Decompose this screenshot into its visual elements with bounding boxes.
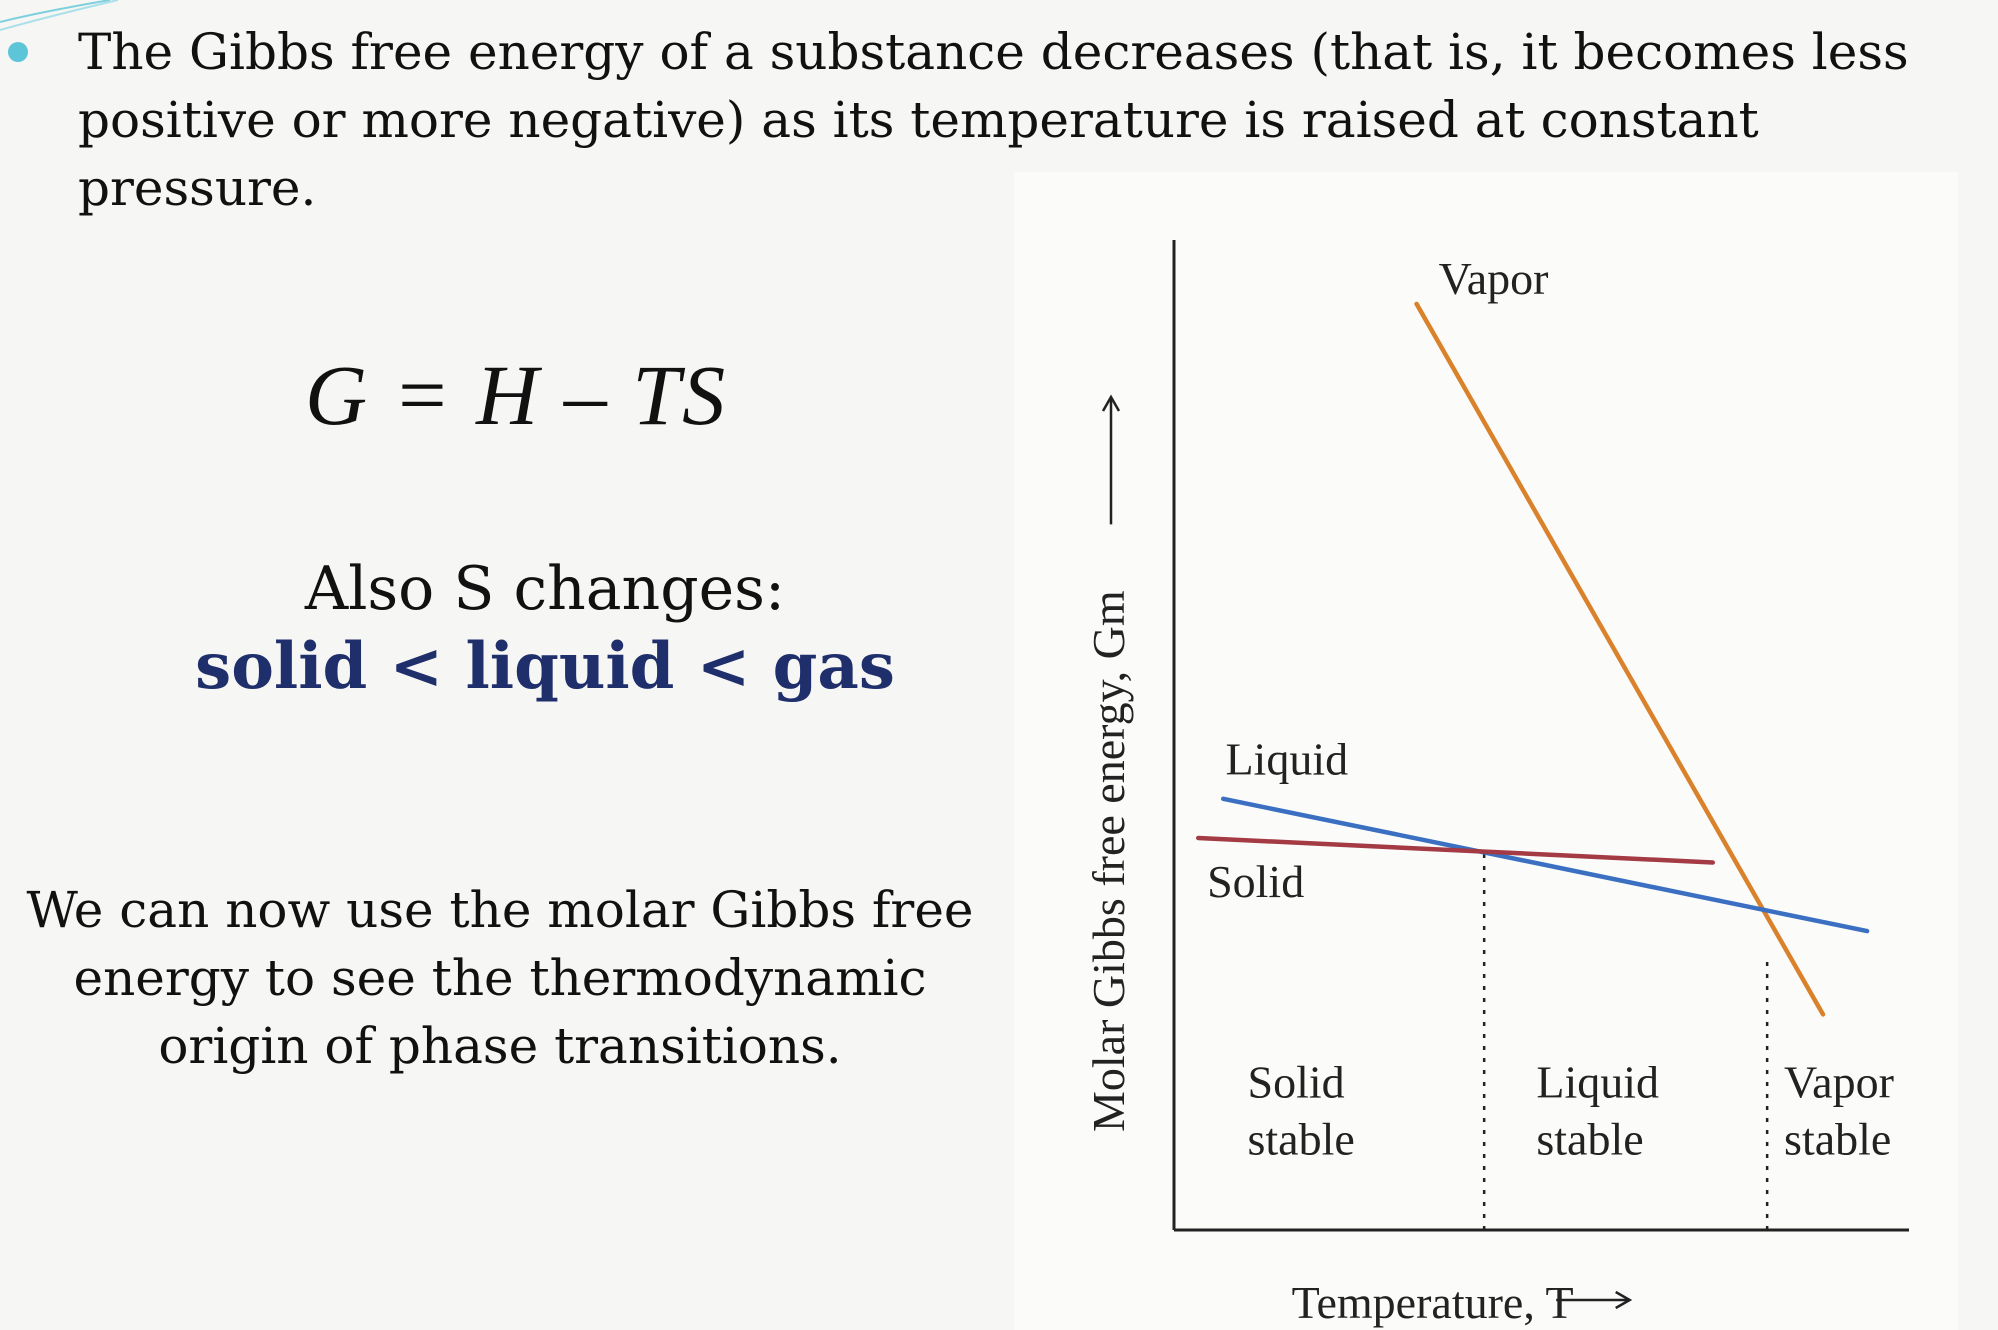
gibbs-diagram-panel: Vapor Liquid Solid Solid stable Liquid stable V… bbox=[1014, 172, 1958, 1330]
series-label-solid: Solid bbox=[1207, 856, 1304, 907]
molar-gibbs-text: We can now use the molar Gibbs free ener… bbox=[26, 881, 974, 1075]
entropy-order: solid < liquid < gas bbox=[195, 629, 895, 704]
series-line-vapor bbox=[1414, 301, 1826, 1017]
region-label-liquid-line1: Liquid bbox=[1536, 1057, 1659, 1108]
x-axis-arrow-icon bbox=[1615, 1290, 1633, 1310]
bullet-text: The Gibbs free energy of a substance dec… bbox=[78, 23, 1909, 217]
corner-swoosh-decoration bbox=[0, 0, 119, 31]
series-line-solid bbox=[1196, 835, 1716, 865]
entropy-title: Also S changes: bbox=[304, 554, 786, 624]
region-label-vapor-line1: Vapor bbox=[1784, 1057, 1894, 1108]
y-axis-arrow-icon bbox=[1101, 394, 1121, 412]
y-axis-label: Molar Gibbs free energy, Gm bbox=[1083, 590, 1134, 1132]
region-label-solid-line2: stable bbox=[1248, 1114, 1355, 1165]
gibbs-diagram: Vapor Liquid Solid Solid stable Liquid stable V… bbox=[1083, 240, 1909, 1328]
entropy-block: Also S changes: solid < liquid < gas bbox=[0, 552, 1090, 708]
region-label-liquid-line2: stable bbox=[1536, 1114, 1643, 1165]
region-label-vapor-line2: stable bbox=[1784, 1114, 1891, 1165]
bullet-icon bbox=[8, 42, 28, 62]
gibbs-equation: G = H – TS bbox=[305, 347, 728, 443]
series-label-vapor: Vapor bbox=[1439, 253, 1549, 304]
series-label-liquid: Liquid bbox=[1225, 733, 1348, 784]
x-axis-label: Temperature, T bbox=[1292, 1277, 1574, 1328]
region-label-solid-line1: Solid bbox=[1248, 1057, 1345, 1108]
series-line-liquid bbox=[1220, 796, 1870, 934]
